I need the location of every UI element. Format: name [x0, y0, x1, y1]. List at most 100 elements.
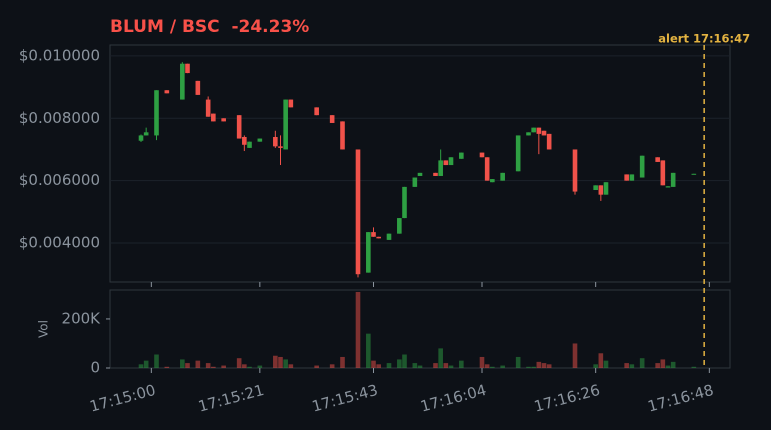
volume-bar — [211, 366, 216, 368]
candle-body — [376, 236, 381, 239]
volume-bar — [541, 363, 547, 368]
chart-title: BLUM / BSC -24.23% — [110, 17, 309, 37]
candle-body — [598, 185, 604, 195]
candle-body — [164, 90, 170, 94]
candle-body — [138, 135, 144, 141]
candle-body — [236, 115, 242, 139]
x-tick-label: 17:16:26 — [532, 381, 602, 416]
volume-bar — [402, 354, 407, 368]
candle-body — [205, 99, 211, 117]
alert-label: alert 17:16:47 — [658, 32, 750, 46]
y-tick-label: $0.008000 — [19, 109, 100, 127]
candle-body — [691, 173, 697, 175]
candle-body — [459, 152, 464, 159]
volume-bar — [526, 366, 531, 368]
x-tick-label: 17:16:04 — [418, 381, 488, 416]
candle-body — [593, 185, 598, 191]
volume-bar — [484, 364, 490, 368]
volume-bar — [185, 363, 190, 368]
volume-bar — [164, 366, 170, 368]
volume-bar — [624, 363, 629, 368]
volume-bar — [180, 359, 185, 368]
volume-bar — [438, 348, 443, 368]
volume-bar — [691, 366, 697, 368]
candle-body — [211, 113, 216, 122]
volume-bar — [242, 364, 247, 368]
x-tick-label: 17:15:43 — [310, 381, 380, 416]
candle-body — [340, 121, 345, 150]
volume-bar — [386, 363, 392, 368]
volume-bar — [366, 333, 371, 368]
candle-body — [143, 132, 149, 136]
volume-bar — [329, 364, 335, 368]
candle-body — [433, 172, 438, 176]
y-tick-label: $0.006000 — [19, 171, 100, 189]
candle-body — [479, 152, 485, 158]
candle-body — [412, 177, 418, 187]
candle-body — [247, 141, 252, 148]
candle-body — [180, 63, 185, 100]
candle-body — [665, 186, 671, 188]
volume-bar — [593, 364, 598, 368]
volume-bar — [376, 364, 381, 368]
candle-body — [546, 133, 552, 150]
candle-body — [629, 174, 635, 181]
volume-bar — [371, 360, 376, 368]
volume-bar — [417, 365, 423, 368]
candle-body — [603, 182, 609, 195]
volume-bar — [443, 363, 449, 368]
candle-body — [371, 232, 376, 237]
volume-bar — [660, 359, 666, 368]
candle-body — [366, 232, 371, 273]
candle-body — [329, 115, 335, 123]
candle-body — [221, 118, 226, 122]
candle-body — [500, 172, 505, 181]
volume-bar — [500, 365, 505, 368]
volume-bar — [397, 359, 402, 368]
volume-bar — [154, 354, 159, 368]
candle-body — [660, 160, 666, 186]
candle-body — [417, 172, 423, 176]
volume-bar — [433, 363, 438, 368]
x-tick-label: 17:16:48 — [646, 381, 716, 416]
candle-body — [402, 186, 407, 219]
volume-bar — [665, 365, 671, 368]
volume-bar — [143, 360, 149, 368]
x-tick-label: 17:15:00 — [88, 381, 158, 416]
candle-body — [154, 90, 159, 136]
volume-bar — [459, 360, 464, 368]
volume-bar — [515, 356, 521, 368]
candle-body — [273, 136, 278, 147]
y-tick-label: $0.004000 — [19, 234, 100, 252]
volume-axis-label: Vol — [37, 320, 51, 338]
candle-body — [670, 172, 676, 187]
volume-bar — [479, 356, 485, 368]
candle-body — [386, 233, 392, 240]
candle-body — [443, 160, 449, 166]
candle-body — [278, 146, 283, 148]
volume-bar — [572, 343, 578, 368]
volume-bar — [283, 359, 288, 368]
volume-bar — [205, 363, 211, 368]
candle-body — [355, 149, 361, 275]
volume-bar — [257, 365, 263, 368]
candle-body — [438, 160, 443, 176]
volume-bar — [288, 364, 294, 368]
volume-bar — [412, 363, 418, 368]
y-tick-label: 0 — [90, 359, 100, 377]
candle-body — [572, 149, 578, 192]
volume-panel — [109, 289, 731, 369]
volume-bar — [598, 353, 604, 368]
y-tick-label: $0.010000 — [19, 46, 100, 64]
volume-bar — [603, 360, 609, 368]
candle-body — [515, 135, 521, 172]
candle-body — [283, 99, 288, 150]
volume-bar — [629, 364, 635, 368]
volume-bar — [490, 366, 495, 368]
volume-bar — [247, 366, 252, 368]
volume-bar — [340, 356, 345, 368]
volume-bar — [236, 358, 242, 368]
volume-bar — [655, 363, 660, 368]
candle-body — [242, 136, 247, 145]
